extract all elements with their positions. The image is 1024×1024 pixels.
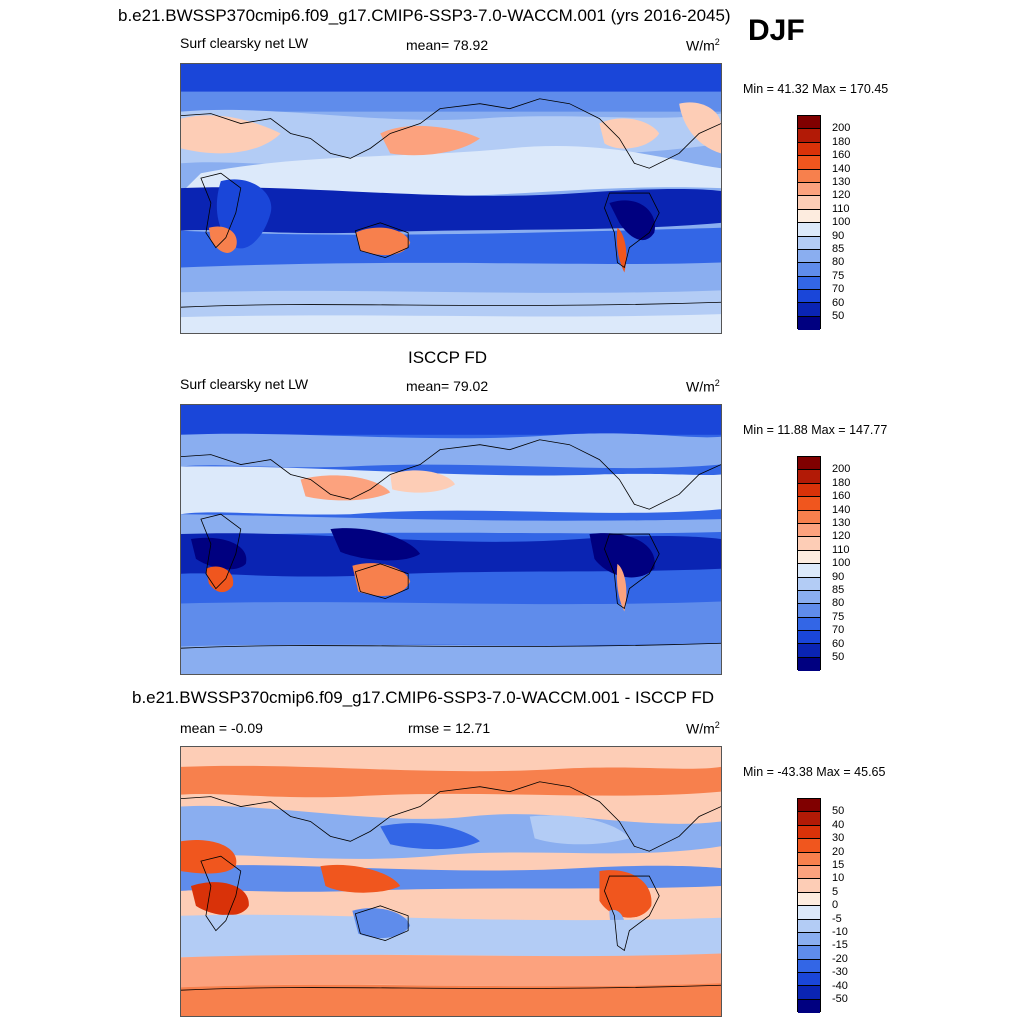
- colorbar-tick: 10: [832, 872, 845, 884]
- panel2-minmax-label: Min = 11.88 Max = 147.77: [743, 423, 888, 437]
- colorbar-tick: 15: [832, 859, 845, 871]
- panel2-title: ISCCP FD: [408, 348, 488, 367]
- colorbar-tick: 160: [832, 490, 851, 502]
- colorbar-tick: 60: [832, 297, 845, 309]
- colorbar-tick: -50: [832, 993, 848, 1005]
- colorbar-tick: 80: [832, 597, 845, 609]
- colorbar-tick: 90: [832, 571, 845, 583]
- colorbar-tick: 100: [832, 216, 851, 228]
- colorbar-tick: 120: [832, 530, 851, 542]
- colorbar-tick: -15: [832, 939, 848, 951]
- colorbar-tick: 130: [832, 176, 851, 188]
- colorbar-tick: -20: [832, 953, 848, 965]
- panel2-colorbar: [797, 456, 821, 672]
- colorbar-tick: 50: [832, 651, 845, 663]
- panel3-units-label: W/m2: [686, 720, 720, 737]
- panel3-map: [180, 746, 722, 1017]
- colorbar-tick: 30: [832, 832, 845, 844]
- colorbar-tick: 85: [832, 243, 845, 255]
- colorbar-tick: 50: [832, 310, 845, 322]
- colorbar-tick: 40: [832, 819, 845, 831]
- colorbar-tick: 50: [832, 805, 845, 817]
- colorbar-tick: 160: [832, 149, 851, 161]
- colorbar-tick: 5: [832, 886, 839, 898]
- colorbar-tick: -30: [832, 966, 848, 978]
- panel1-units-label: W/m2: [686, 37, 720, 54]
- colorbar-tick: 70: [832, 624, 845, 636]
- panel3-rmse-label: rmse = 12.71: [408, 720, 491, 736]
- panel2-mean-label: mean= 79.02: [406, 378, 489, 394]
- colorbar-tick: 140: [832, 504, 851, 516]
- colorbar-tick: 200: [832, 122, 851, 134]
- colorbar-tick: 0: [832, 899, 839, 911]
- panel1-mean-label: mean= 78.92: [406, 37, 489, 53]
- panel1-map: [180, 63, 722, 334]
- colorbar-tick: -40: [832, 980, 848, 992]
- colorbar-tick: 140: [832, 163, 851, 175]
- panel1-colorbar: [797, 115, 821, 331]
- panel3-minmax-label: Min = -43.38 Max = 45.65: [743, 765, 886, 779]
- colorbar-tick: 20: [832, 846, 845, 858]
- colorbar-tick: 75: [832, 611, 845, 623]
- colorbar-tick: 80: [832, 256, 845, 268]
- colorbar-tick: 200: [832, 463, 851, 475]
- colorbar-tick: 100: [832, 557, 851, 569]
- panel2-variable-label: Surf clearsky net LW: [180, 376, 309, 392]
- panel1-title: b.e21.BWSSP370cmip6.f09_g17.CMIP6-SSP3-7…: [118, 6, 731, 25]
- colorbar-tick: -5: [832, 913, 842, 925]
- colorbar-tick: 110: [832, 203, 850, 215]
- panel1-variable-label: Surf clearsky net LW: [180, 35, 309, 51]
- colorbar-tick: 130: [832, 517, 851, 529]
- colorbar-tick: 70: [832, 283, 845, 295]
- colorbar-tick: 75: [832, 270, 845, 282]
- season-label: DJF: [748, 14, 805, 47]
- colorbar-tick: 180: [832, 136, 851, 148]
- panel2-map: [180, 404, 722, 675]
- colorbar-tick: -10: [832, 926, 848, 938]
- panel3-colorbar: [797, 798, 821, 1014]
- colorbar-tick: 110: [832, 544, 850, 556]
- panel3-title: b.e21.BWSSP370cmip6.f09_g17.CMIP6-SSP3-7…: [132, 688, 715, 707]
- panel2-units-label: W/m2: [686, 378, 720, 395]
- panel1-minmax-label: Min = 41.32 Max = 170.45: [743, 82, 889, 96]
- colorbar-tick: 120: [832, 189, 851, 201]
- colorbar-tick: 85: [832, 584, 845, 596]
- colorbar-tick: 60: [832, 638, 845, 650]
- panel3-mean-label: mean = -0.09: [180, 720, 263, 736]
- colorbar-tick: 180: [832, 477, 851, 489]
- colorbar-tick: 90: [832, 230, 845, 242]
